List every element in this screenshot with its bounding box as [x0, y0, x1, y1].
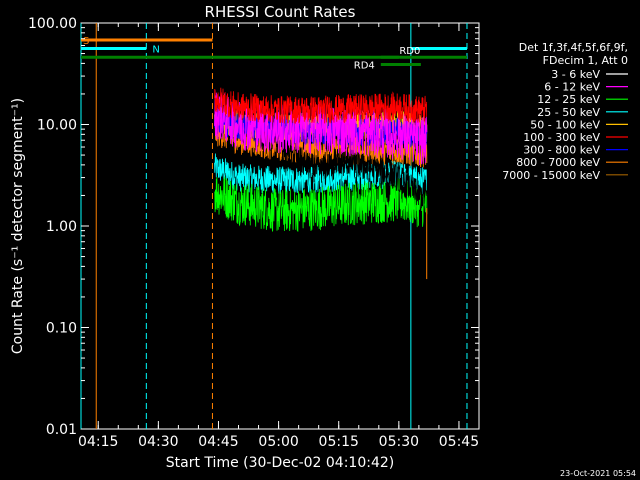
legend-entry-label: 12 - 25 keV: [537, 93, 600, 106]
y-tick-label: 10.00: [37, 118, 77, 134]
legend-entry-label: 3 - 6 keV: [551, 68, 600, 81]
generation-timestamp: 23-Oct-2021 05:54: [560, 469, 636, 478]
x-tick-label: 05:30: [379, 434, 419, 450]
x-tick-label: 04:45: [198, 434, 238, 450]
x-tick-label: 04:15: [78, 434, 118, 450]
legend-entry-label: 50 - 100 keV: [530, 118, 600, 131]
legend-header-line-2: FDecim 1, Att 0: [543, 54, 628, 67]
y-tick-label: 0.01: [46, 422, 77, 438]
series-line-100-300-kev: [214, 87, 428, 124]
legend-entry-label: 100 - 300 keV: [523, 131, 600, 144]
chart-title: RHESSI Count Rates: [205, 3, 356, 21]
legend-entry-label: 800 - 7000 keV: [516, 156, 600, 169]
flag-label: RD4: [354, 61, 375, 72]
x-tick-label: 05:00: [258, 434, 298, 450]
x-axis-label: Start Time (30-Dec-02 04:10:42): [166, 455, 394, 471]
y-axis-label: Count Rate (s⁻¹ detector segment⁻¹): [10, 98, 26, 354]
y-axis-ticks: 0.01 0.10 1.00 10.00 100.00: [28, 16, 479, 438]
legend: Det 1f,3f,4f,5f,6f,9f, FDecim 1, Att 0 3…: [502, 41, 628, 182]
legend-entry-label: 6 - 12 keV: [544, 81, 600, 94]
legend-entry-label: 7000 - 15000 keV: [502, 169, 600, 182]
y-tick-label: 1.00: [46, 219, 77, 235]
legend-entry-label: 25 - 50 keV: [537, 106, 600, 119]
x-axis-ticks: 04:15 04:30 04:45 05:00 05:15 05:30 05:45: [78, 23, 480, 450]
flag-label: S: [83, 36, 89, 47]
y-tick-label: 0.10: [46, 321, 77, 337]
flag-bars: S N RD0 RD4: [81, 36, 467, 72]
legend-header-line-1: Det 1f,3f,4f,5f,6f,9f,: [519, 41, 628, 54]
flag-label: RD0: [399, 46, 420, 57]
flag-label: N: [152, 45, 159, 56]
legend-entry-label: 300 - 800 keV: [523, 144, 600, 157]
series-lines: [214, 87, 429, 344]
x-tick-label: 04:30: [138, 434, 178, 450]
x-tick-label: 05:15: [319, 434, 359, 450]
plot-area-frame: [80, 22, 480, 430]
y-tick-label: 100.00: [28, 16, 77, 32]
x-tick-label: 05:45: [439, 434, 479, 450]
interval-marker-lines: [80, 23, 468, 429]
